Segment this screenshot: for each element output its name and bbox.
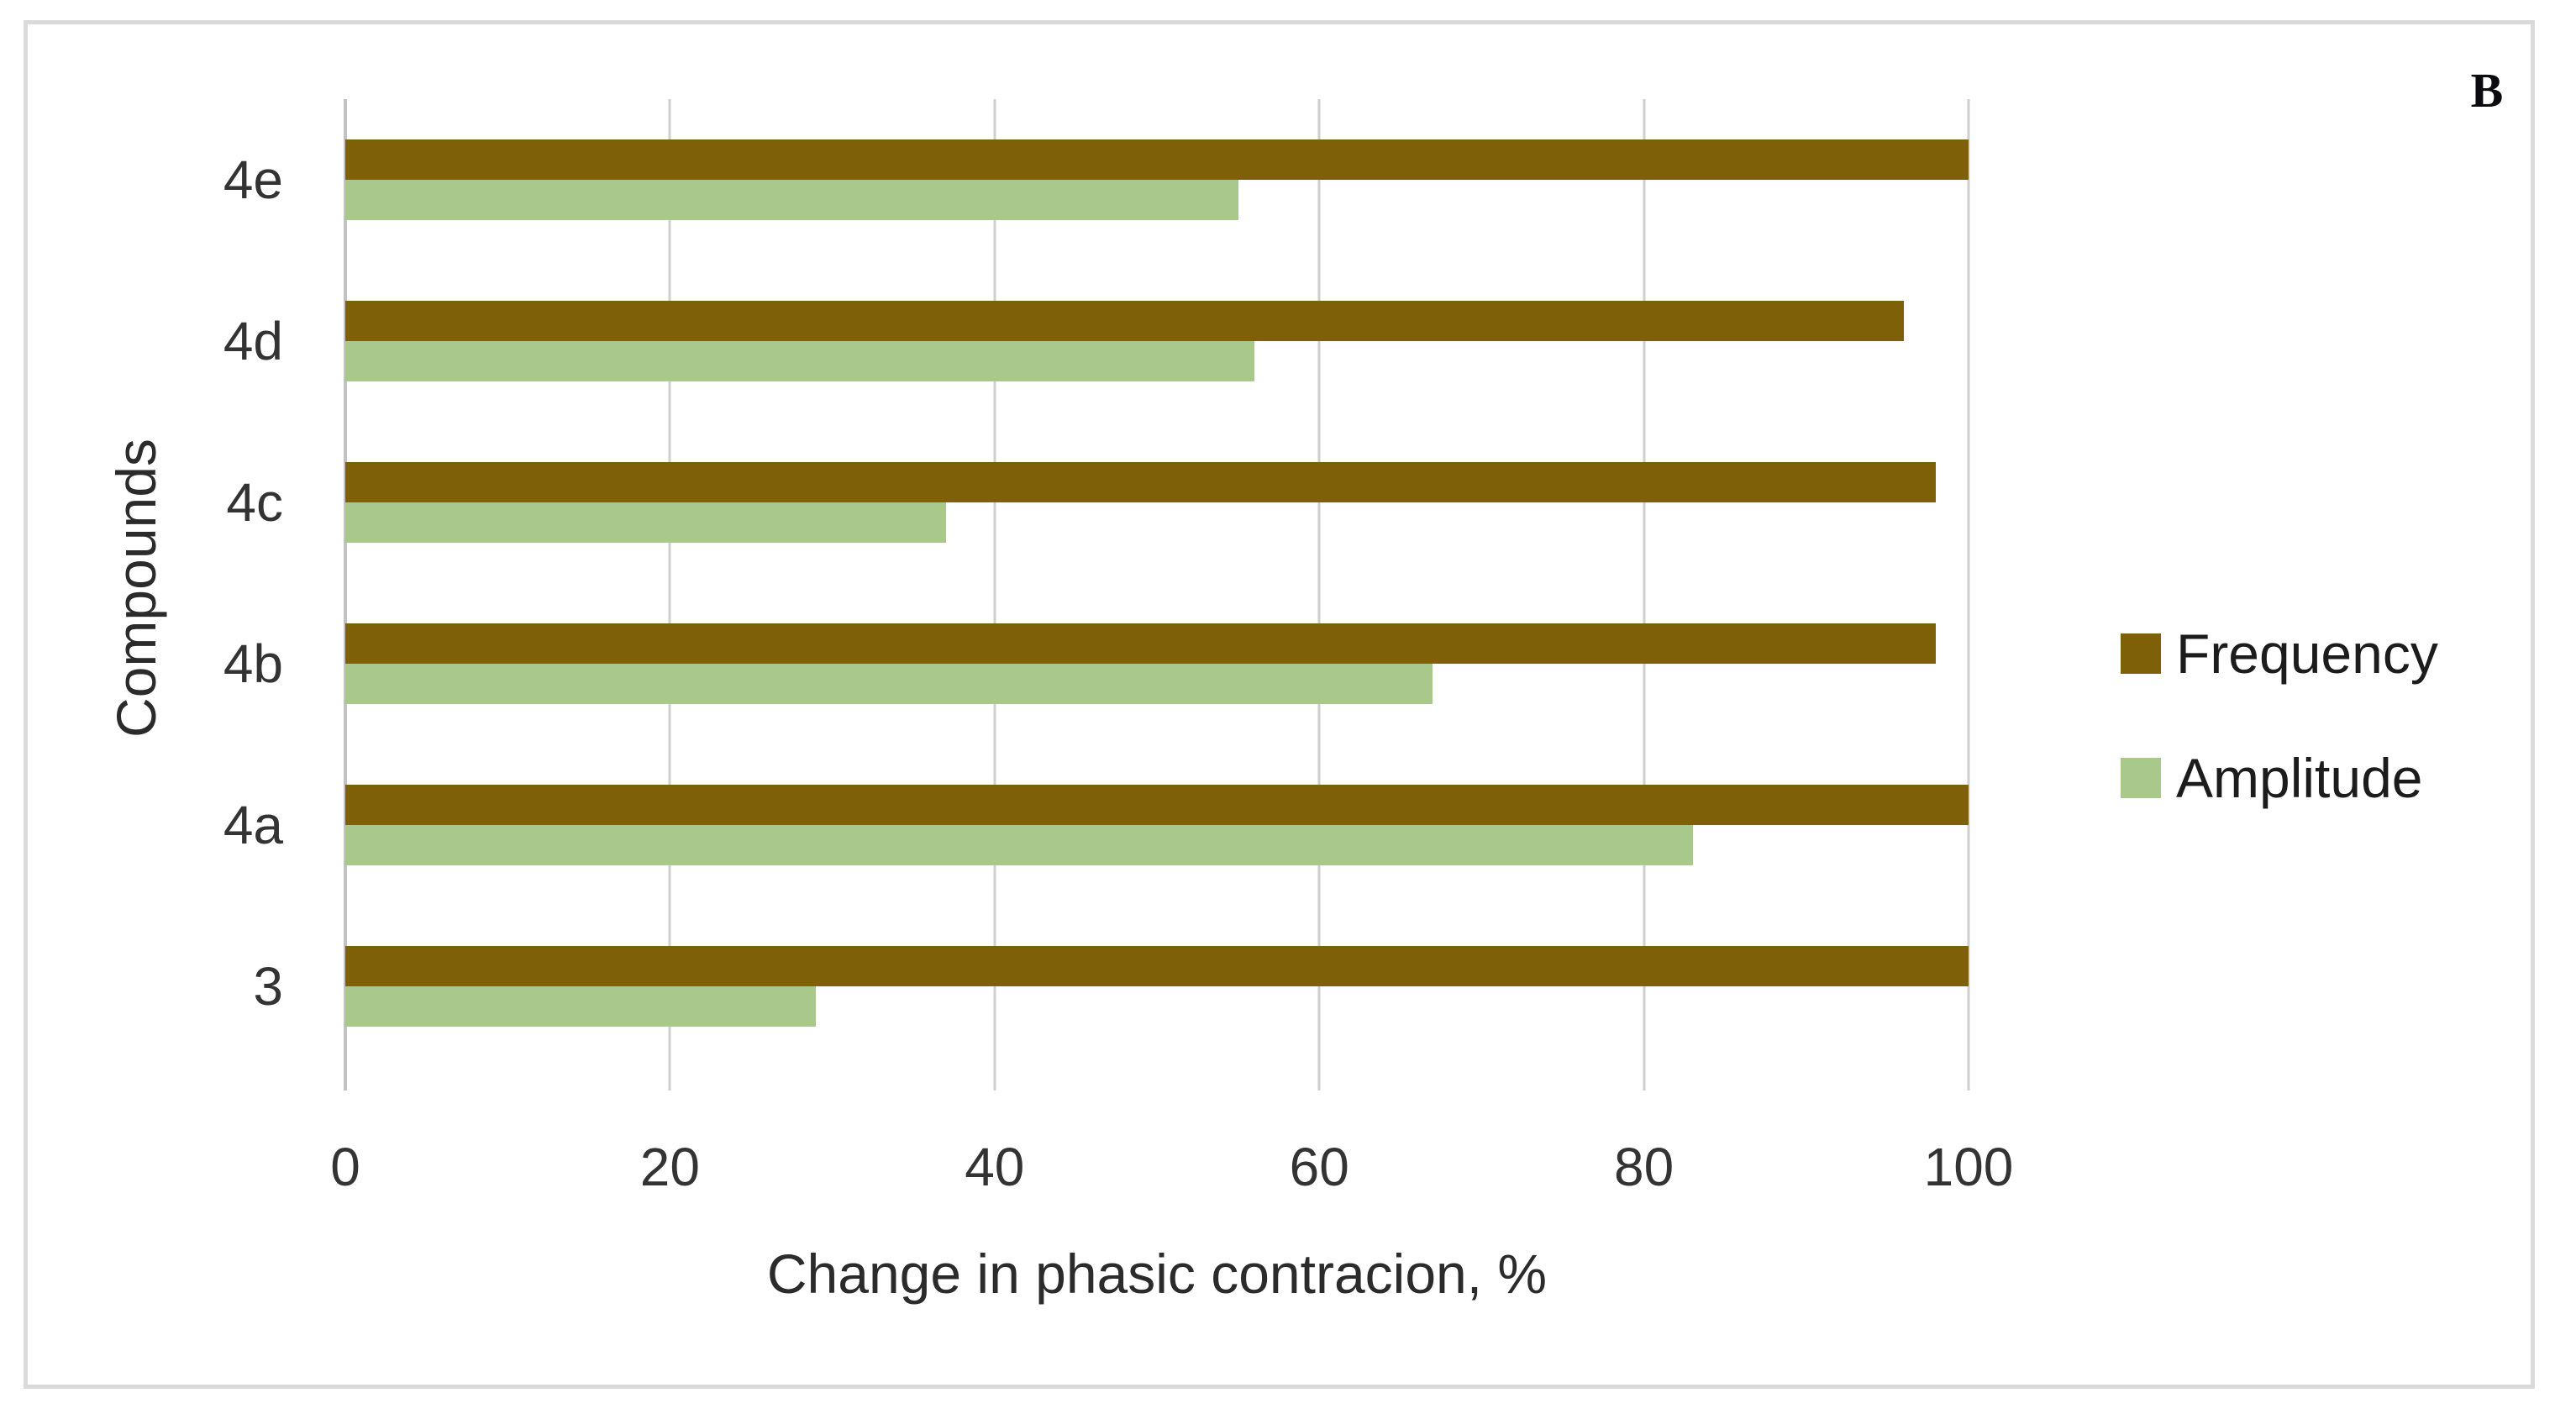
bar-amplitude-4b — [345, 664, 1433, 704]
x-tick-label-0: 0 — [330, 1137, 360, 1197]
y-category-label-4c: 4c — [226, 472, 283, 533]
gridline-x-40 — [993, 99, 996, 1091]
y-category-label-4d: 4d — [223, 311, 283, 371]
bar-amplitude-4c — [345, 502, 946, 543]
bar-frequency-4c — [345, 462, 1937, 502]
category-row-4a: 4a — [223, 744, 1969, 906]
legend-label-frequency: Frequency — [2176, 623, 2438, 685]
x-tick-label-40: 40 — [965, 1137, 1025, 1197]
y-axis-line — [344, 99, 347, 1091]
bar-amplitude-4e — [345, 180, 1238, 220]
bar-amplitude-4d — [345, 341, 1254, 381]
bar-frequency-4d — [345, 301, 1904, 341]
bar-frequency-4e — [345, 139, 1969, 180]
chart-frame — [24, 20, 2535, 1389]
y-category-label-3: 3 — [253, 956, 283, 1017]
x-axis-title: Change in phasic contracion, % — [766, 1243, 1548, 1305]
amplitude-swatch-icon — [2121, 758, 2161, 798]
gridline-x-80 — [1643, 99, 1646, 1091]
y-category-label-4a: 4a — [223, 795, 283, 855]
category-row-4b: 4b — [223, 583, 1969, 744]
gridline-x-20 — [668, 99, 671, 1091]
y-axis-title: Compounds — [105, 439, 167, 738]
bar-frequency-4a — [345, 785, 1969, 825]
panel-label: B — [2470, 63, 2504, 118]
legend: Frequency Amplitude — [2121, 622, 2438, 870]
gridline-x-100 — [1967, 99, 1970, 1091]
category-row-4d: 4d — [223, 260, 1969, 422]
gridline-x-60 — [1317, 99, 1321, 1091]
bar-frequency-3 — [345, 946, 1969, 986]
x-tick-label-20: 20 — [639, 1137, 700, 1197]
category-row-4c: 4c — [226, 422, 1969, 583]
bar-amplitude-4a — [345, 825, 1693, 865]
x-tick-label-100: 100 — [1923, 1137, 2014, 1197]
x-tick-label-80: 80 — [1614, 1137, 1674, 1197]
category-row-3: 3 — [253, 906, 1969, 1067]
plot-area: 4e 4d 4c 4b 4a 3 — [223, 99, 1970, 1091]
y-category-label-4e: 4e — [223, 150, 283, 210]
frequency-swatch-icon — [2121, 633, 2161, 674]
bar-frequency-4b — [345, 623, 1937, 664]
legend-label-amplitude: Amplitude — [2176, 747, 2423, 809]
legend-item-frequency: Frequency — [2121, 622, 2438, 686]
legend-item-amplitude: Amplitude — [2121, 746, 2438, 810]
y-category-label-4b: 4b — [223, 633, 283, 694]
category-row-4e: 4e — [223, 99, 1969, 260]
x-tick-label-60: 60 — [1289, 1137, 1349, 1197]
bar-amplitude-3 — [345, 986, 817, 1027]
